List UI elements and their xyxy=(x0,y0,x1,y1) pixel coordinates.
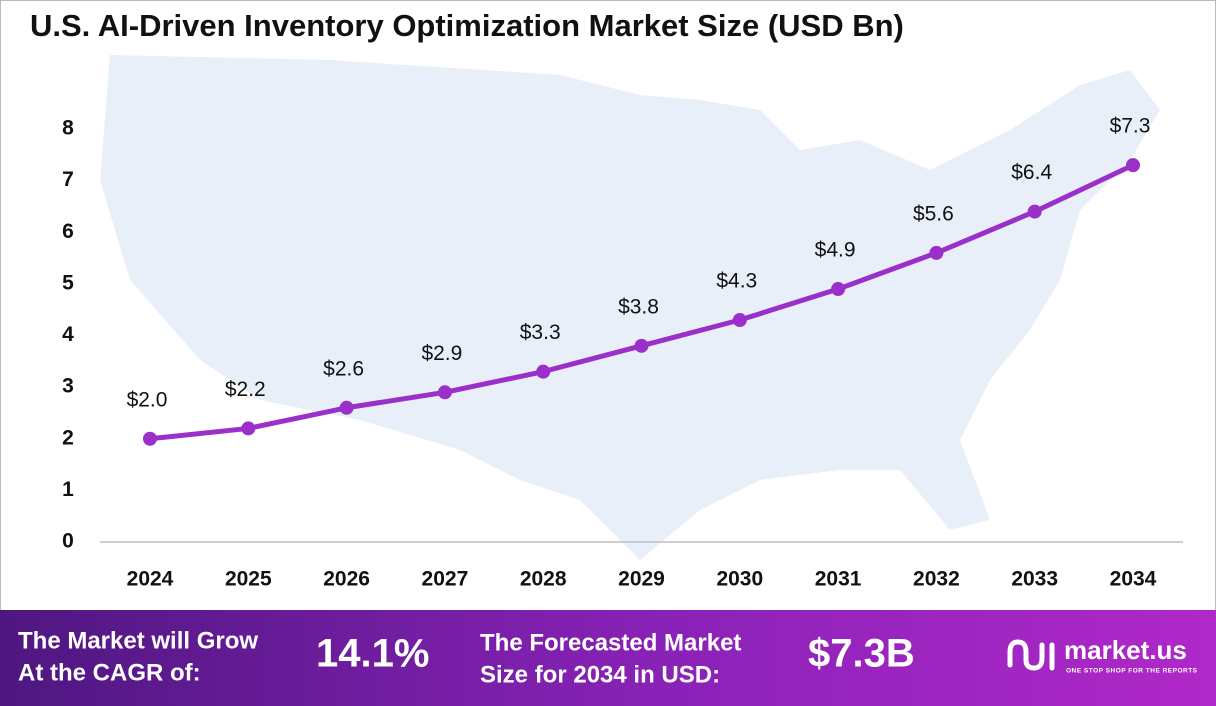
x-tick-label: 2030 xyxy=(716,568,763,591)
x-tick-label: 2033 xyxy=(1011,568,1058,591)
x-tick-label: 2029 xyxy=(618,568,665,591)
value-label: $5.6 xyxy=(913,202,954,225)
x-tick-label: 2027 xyxy=(422,568,469,591)
point xyxy=(339,400,354,415)
value-label: $3.3 xyxy=(520,321,561,344)
cagr-label: At the CAGR of: xyxy=(18,659,201,686)
y-tick-label: 4 xyxy=(62,323,74,346)
footer-band xyxy=(0,610,1216,706)
y-tick-label: 0 xyxy=(62,530,74,553)
plot: 0 1 2 3 4 5 6 7 8 2024 2025 2026 2027 2028 2029 2030 203… xyxy=(62,115,1183,591)
x-tick-label: 2031 xyxy=(815,568,862,591)
forecast-label: Size for 2034 in USD: xyxy=(480,661,720,688)
x-tick-label: 2025 xyxy=(225,568,272,591)
y-tick-label: 7 xyxy=(62,168,74,191)
point xyxy=(536,364,551,379)
x-tick-label: 2024 xyxy=(127,568,174,591)
x-tick-label: 2032 xyxy=(913,568,960,591)
y-tick-label: 1 xyxy=(62,478,74,501)
cagr-label: The Market will Grow xyxy=(18,627,258,654)
y-tick-label: 8 xyxy=(62,117,74,140)
x-tick-label: 2026 xyxy=(323,568,370,591)
y-tick-label: 3 xyxy=(62,375,74,398)
value-label: $2.9 xyxy=(421,342,462,365)
point xyxy=(241,421,256,436)
point xyxy=(1126,158,1140,173)
y-tick-label: 5 xyxy=(62,271,74,294)
value-label: $2.0 xyxy=(127,388,168,411)
value-label: $2.2 xyxy=(225,378,266,401)
brand-logo xyxy=(1007,639,1055,671)
point xyxy=(831,282,846,297)
x-tick-label: 2034 xyxy=(1110,568,1157,591)
chart-title: U.S. AI-Driven Inventory Optimization Ma… xyxy=(30,8,904,43)
cagr-value: 14.1% xyxy=(316,632,429,676)
value-label: $6.4 xyxy=(1011,161,1052,184)
point xyxy=(437,385,452,400)
point xyxy=(929,245,944,260)
point xyxy=(1027,204,1042,219)
brand-tagline: ONE STOP SHOP FOR THE REPORTS xyxy=(1066,668,1198,675)
value-label: $2.6 xyxy=(323,357,364,380)
value-label: $4.9 xyxy=(815,239,856,262)
value-label: $3.8 xyxy=(618,295,659,318)
point xyxy=(732,313,747,328)
y-tick-label: 6 xyxy=(62,220,74,243)
value-label: $7.3 xyxy=(1110,115,1151,138)
x-tick-label: 2028 xyxy=(520,568,567,591)
forecast-label: The Forecasted Market xyxy=(480,629,741,656)
map-background xyxy=(100,55,1160,560)
forecast-value: $7.3B xyxy=(808,632,915,676)
brand-name: market.us xyxy=(1064,635,1187,665)
point xyxy=(143,431,157,446)
value-label: $4.3 xyxy=(716,270,757,293)
point xyxy=(634,338,649,353)
y-tick-label: 2 xyxy=(62,426,74,449)
